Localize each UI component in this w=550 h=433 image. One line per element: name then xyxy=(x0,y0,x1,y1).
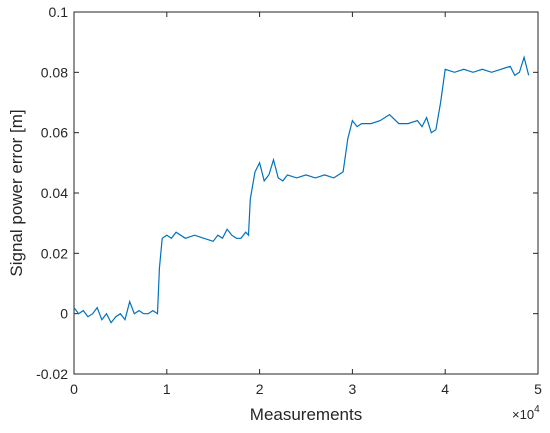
x-tick-label: 3 xyxy=(349,381,357,397)
x-tick-label: 2 xyxy=(256,381,264,397)
x-tick-label: 1 xyxy=(163,381,171,397)
x-tick-label: 5 xyxy=(534,381,542,397)
y-tick-label: 0.04 xyxy=(41,185,68,201)
x-axis-ticks: 0 1 2 3 4 5 xyxy=(70,12,542,397)
y-axis-ticks: -0.02 0 0.02 0.04 0.06 0.08 0.1 xyxy=(36,4,538,382)
y-axis-label: Signal power error [m] xyxy=(7,109,26,276)
x-axis-label: Measurements xyxy=(250,405,362,424)
x-exponent-label: ×104 xyxy=(512,404,540,422)
y-tick-label: -0.02 xyxy=(36,366,68,382)
y-tick-label: 0.1 xyxy=(49,4,69,20)
y-tick-label: 0.08 xyxy=(41,64,68,80)
y-tick-label: 0.06 xyxy=(41,125,68,141)
plot-area xyxy=(73,11,539,375)
x-exponent-power: 4 xyxy=(534,404,540,415)
series-line xyxy=(73,55,530,324)
x-tick-label: 0 xyxy=(70,381,78,397)
x-exponent-base: ×10 xyxy=(512,407,534,422)
x-tick-label: 4 xyxy=(441,381,449,397)
y-tick-label: 0.02 xyxy=(41,245,68,261)
y-tick-label: 0 xyxy=(60,306,68,322)
